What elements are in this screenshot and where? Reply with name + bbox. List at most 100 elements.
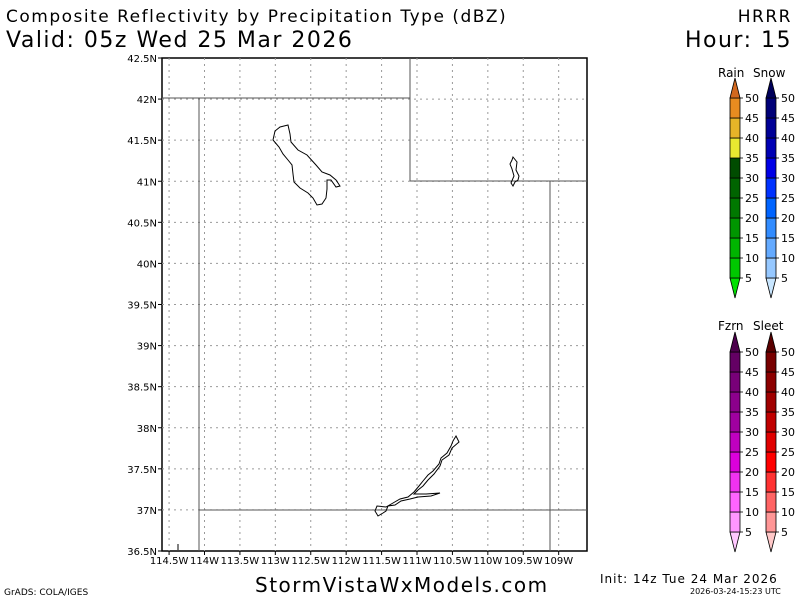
lat-label: 40.5N — [127, 218, 157, 229]
colorbar-label: 10 — [745, 506, 759, 519]
colorbar-label: 30 — [745, 426, 759, 439]
colorbar-segment — [730, 98, 740, 118]
colorbar-label: 10 — [781, 506, 795, 519]
lon-label: 113.5W — [221, 556, 260, 567]
colorbar-label: 50 — [745, 92, 759, 105]
colorbar-segment — [766, 218, 776, 238]
lon-label: 112.5W — [291, 556, 330, 567]
colorbar-segment — [766, 372, 776, 392]
colorbar-bottom-arrow — [730, 532, 740, 552]
colorbar-segment — [766, 432, 776, 452]
colorbar-label: 35 — [781, 152, 795, 165]
colorbar-label: 25 — [781, 446, 795, 459]
colorbar-segment — [730, 352, 740, 372]
colorbar-segment — [766, 178, 776, 198]
fzrn-colorbar-title: Fzrn — [718, 319, 744, 333]
lon-label: 109W — [544, 556, 573, 567]
lat-label: 39.5N — [127, 301, 157, 312]
lon-label: 113W — [261, 556, 290, 567]
colorbar-segment — [730, 118, 740, 138]
freezing-rain-colorbar: 5 10 15 20 25 30 35 40 45 50 — [730, 332, 759, 552]
colorbar-segment — [766, 352, 776, 372]
colorbar-label: 45 — [745, 112, 759, 125]
longitude-labels: 114.5W 114W 113.5W 113W 112.5W 112W 111.5W 111W… — [150, 551, 573, 567]
colorbar-segment — [766, 198, 776, 218]
colorbar-segment — [766, 452, 776, 472]
colorbar-label: 15 — [745, 486, 759, 499]
colorbar-label: 20 — [781, 466, 795, 479]
sleet-colorbar-title: Sleet — [753, 319, 783, 333]
colorbar-label: 40 — [745, 132, 759, 145]
colorbar-segment — [766, 492, 776, 512]
colorbar-segment — [766, 412, 776, 432]
lat-label: 41.5N — [127, 136, 157, 147]
colorbar-label: 5 — [781, 272, 788, 285]
site-watermark: StormVistaWxModels.com — [255, 573, 549, 597]
colorbar-label: 5 — [781, 526, 788, 539]
colorbar-label: 15 — [781, 486, 795, 499]
lat-label: 40N — [137, 259, 157, 270]
colorbar-label: 35 — [745, 152, 759, 165]
lon-label: 110W — [473, 556, 502, 567]
lon-label: 114W — [190, 556, 219, 567]
colorbar-segment — [730, 138, 740, 158]
colorbar-label: 10 — [781, 252, 795, 265]
colorbar-label: 30 — [781, 172, 795, 185]
colorbar-top-arrow — [730, 78, 740, 98]
rain-colorbar: 5 10 15 20 25 30 35 40 45 50 — [730, 78, 759, 298]
colorbar-segment — [730, 512, 740, 532]
colorbar-label: 30 — [745, 172, 759, 185]
colorbar-label: 50 — [781, 346, 795, 359]
colorbar-segment — [730, 258, 740, 278]
colorbar-top-arrow — [730, 332, 740, 352]
rain-colorbar-title: Rain — [718, 66, 744, 80]
colorbar-label: 35 — [781, 406, 795, 419]
colorbar-bottom-arrow — [766, 532, 776, 552]
colorbar-segment — [730, 472, 740, 492]
colorbar-top-arrow — [766, 78, 776, 98]
colorbar-label: 45 — [781, 112, 795, 125]
lon-label: 111.5W — [362, 556, 401, 567]
lon-label: 110.5W — [433, 556, 472, 567]
colorbar-top-arrow — [766, 332, 776, 352]
grads-credit: GrADS: COLA/IGES — [4, 588, 88, 598]
lat-label: 39N — [137, 342, 157, 353]
colorbar-segment — [730, 238, 740, 258]
colorbar-segment — [730, 492, 740, 512]
colorbar-segment — [730, 218, 740, 238]
lat-label: 42.5N — [127, 54, 157, 65]
colorbar-label: 50 — [781, 92, 795, 105]
colorbar-segment — [766, 158, 776, 178]
colorbar-label: 30 — [781, 426, 795, 439]
colorbar-label: 20 — [781, 212, 795, 225]
colorbar-label: 20 — [745, 466, 759, 479]
colorbar-bottom-arrow — [766, 278, 776, 298]
lat-label: 37N — [137, 506, 157, 517]
sleet-colorbar: 5 10 15 20 25 30 35 40 45 50 — [766, 332, 795, 552]
colorbar-segment — [766, 258, 776, 278]
snow-colorbar-title: Snow — [753, 66, 785, 80]
colorbar-segment — [730, 452, 740, 472]
colorbar-label: 5 — [745, 272, 752, 285]
colorbar-segment — [766, 98, 776, 118]
snow-colorbar: 5 10 15 20 25 30 35 40 45 50 — [766, 78, 795, 298]
colorbar-label: 50 — [745, 346, 759, 359]
lat-label: 37.5N — [127, 465, 157, 476]
colorbar-segment — [730, 412, 740, 432]
colorbar-segment — [730, 372, 740, 392]
colorbar-segment — [766, 472, 776, 492]
colorbar-segment — [766, 138, 776, 158]
colorbar-label: 25 — [745, 192, 759, 205]
colorbar-label: 25 — [745, 446, 759, 459]
colorbar-label: 25 — [781, 192, 795, 205]
colorbar-segment — [730, 198, 740, 218]
colorbar-segment — [730, 178, 740, 198]
lon-label: 112W — [332, 556, 361, 567]
lon-label: 111W — [403, 556, 432, 567]
lon-label: 114.5W — [150, 556, 189, 567]
colorbar-label: 40 — [745, 386, 759, 399]
colorbar-label: 20 — [745, 212, 759, 225]
colorbar-segment — [766, 238, 776, 258]
latitude-labels: 42.5N42N41.5N41N40.5N40N39.5N39N38.5N38N… — [127, 54, 162, 558]
